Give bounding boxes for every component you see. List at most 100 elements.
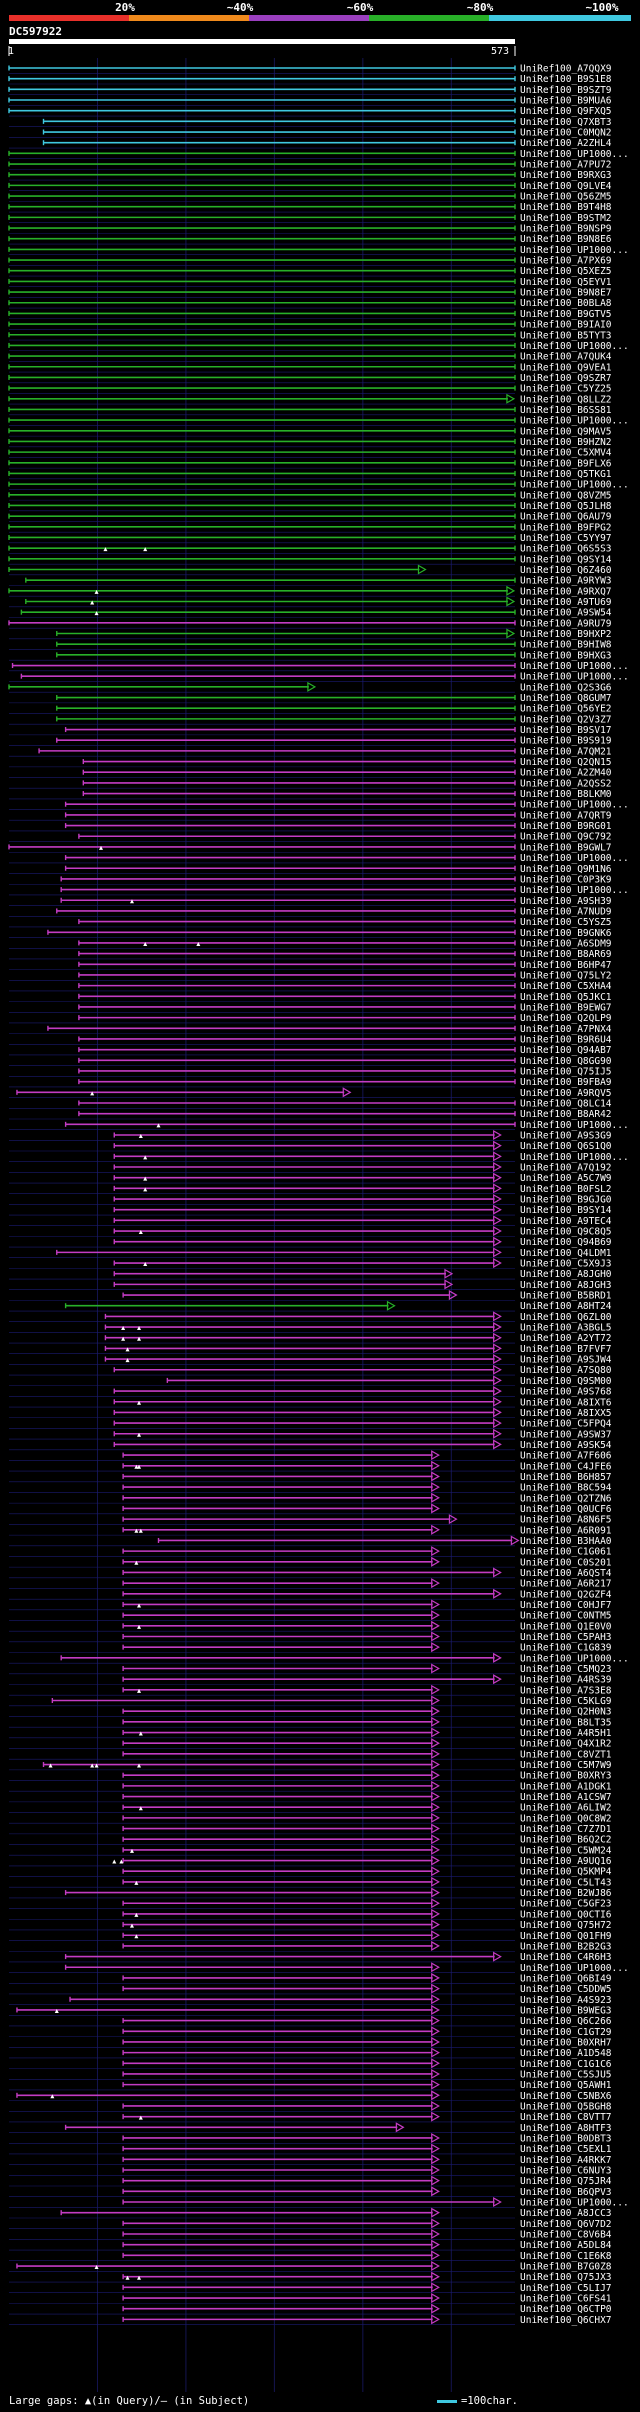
query-gap-marker [143, 1155, 148, 1160]
hit-label: UniRef100_UP1000... [520, 2198, 629, 2209]
footer: Large gaps: ▲(in Query)/— (in Subject) =… [0, 2392, 640, 2412]
hit-arrow [431, 2058, 440, 2069]
hit-label: UniRef100_Q7XBT3 [520, 117, 612, 128]
hit-label: UniRef100_B7G0Z8 [520, 2262, 612, 2273]
hit-arrow [493, 1407, 502, 1418]
hit-label: UniRef100_UP1000... [520, 1653, 629, 1664]
hit-arrow [431, 1994, 440, 2005]
hit-label: UniRef100_C1E6K8 [520, 2251, 612, 2262]
query-gap-marker [129, 1848, 134, 1853]
hit-arrow [493, 1140, 502, 1151]
hit-arrow [307, 681, 317, 692]
hit-arrow [431, 1919, 440, 1930]
hit-label: UniRef100_C6FS41 [520, 2294, 612, 2305]
hit-label: UniRef100_C8VTT7 [520, 2112, 612, 2123]
hit-label: UniRef100_C5YY97 [520, 533, 612, 544]
hit-arrow [431, 1898, 440, 1909]
query-gap-marker [99, 845, 103, 850]
hit-arrow [431, 1642, 440, 1653]
hit-label: UniRef100_A6LIW2 [520, 1803, 612, 1814]
hit-label: UniRef100_A8IXX5 [520, 1408, 612, 1419]
hit-label: UniRef100_B6HP47 [520, 960, 612, 971]
hit-label: UniRef100_C4JFE6 [520, 1461, 612, 1472]
hit-label: UniRef100_C5EXL1 [520, 2144, 612, 2155]
hit-arrow [431, 1578, 440, 1589]
hit-label: UniRef100_Q6S5S3 [520, 544, 612, 555]
hit-arrow [431, 1770, 440, 1781]
query-gap-marker [50, 2094, 55, 2099]
query-gap-marker [138, 1528, 143, 1533]
hit-arrow [431, 1684, 440, 1695]
hit-arrow [431, 1834, 440, 1845]
hit-label: UniRef100_A2QSS2 [520, 778, 612, 789]
hit-label: UniRef100_C5YSZ5 [520, 917, 612, 928]
hit-label: UniRef100_B9NSP9 [520, 224, 612, 235]
hit-label: UniRef100_C1G061 [520, 1547, 612, 1558]
hit-arrow [431, 1524, 440, 1535]
query-gap-marker [94, 1763, 99, 1768]
hit-label: UniRef100_UP1000... [520, 885, 629, 896]
alignment-chart: 1 573UniRef100_A7QQX9UniRef100_B9S1E8UniR… [8, 46, 629, 2392]
hit-arrow [431, 1972, 440, 1983]
hit-arrow [506, 628, 516, 639]
hit-label: UniRef100_UP1000... [520, 1120, 629, 1131]
hit-label: UniRef100_Q9C8Q5 [520, 1227, 612, 1238]
hit-label: UniRef100_B9S919 [520, 736, 612, 747]
hit-arrow [431, 2218, 440, 2229]
hit-label: UniRef100_A5DL84 [520, 2240, 612, 2251]
hit-label: UniRef100_C8V6B4 [520, 2230, 612, 2241]
hit-label: UniRef100_A7QM21 [520, 746, 612, 757]
hit-label: UniRef100_A7QRT9 [520, 810, 612, 821]
hit-label: UniRef100_B8C594 [520, 1483, 612, 1494]
hit-label: UniRef100_A7PNX4 [520, 1024, 612, 1035]
hit-arrow [431, 2026, 440, 2037]
hit-label: UniRef100_B5BRD1 [520, 1291, 612, 1302]
hit-arrow [506, 585, 516, 596]
query-gap-marker [156, 1123, 161, 1128]
hit-arrow [444, 1279, 454, 1290]
hit-label: UniRef100_C5LT43 [520, 1877, 612, 1888]
hit-arrow [431, 1855, 440, 1866]
hit-label: UniRef100_C5YZ25 [520, 384, 612, 395]
hit-label: UniRef100_A6QST4 [520, 1568, 612, 1579]
hit-arrow [493, 1567, 502, 1578]
hit-label: UniRef100_Q4X1R2 [520, 1739, 612, 1750]
hit-arrow [493, 1322, 502, 1333]
hit-label: UniRef100_Q5XEZ5 [520, 266, 612, 277]
hit-arrow [431, 2303, 440, 2314]
query-gap-marker [143, 1176, 148, 1181]
hit-label: UniRef100_A2ZHL4 [520, 138, 612, 149]
hit-arrow [431, 2282, 440, 2293]
hit-label: UniRef100_B0XRY3 [520, 1771, 612, 1782]
hit-arrow [431, 1482, 440, 1493]
hit-arrow [431, 1450, 440, 1461]
hit-label: UniRef100_A4RS39 [520, 1675, 612, 1686]
query-gap-marker [48, 1763, 53, 1768]
query-gap-marker [143, 1187, 148, 1192]
hit-arrow [431, 1759, 440, 1770]
gap-legend: Large gaps: ▲(in Query)/— (in Subject) [9, 2395, 250, 2407]
hit-arrow [431, 1962, 440, 1973]
hit-label: UniRef100_Q94B69 [520, 1237, 612, 1248]
hit-arrow [431, 1716, 440, 1727]
query-gap-marker [129, 899, 134, 904]
hit-arrow [431, 2207, 440, 2218]
hit-label: UniRef100_B9GNK6 [520, 928, 612, 939]
hit-label: UniRef100_Q0UCF6 [520, 1504, 612, 1515]
hit-arrow [506, 596, 516, 607]
hit-label: UniRef100_B9SY14 [520, 1205, 612, 1216]
hit-arrow [431, 1471, 440, 1482]
hit-label: UniRef100_B5TYT3 [520, 330, 612, 341]
hit-label: UniRef100_Q9MAV5 [520, 426, 612, 437]
hit-label: UniRef100_A2ZM40 [520, 768, 612, 779]
hit-label: UniRef100_UP1000... [520, 1963, 629, 1974]
hit-arrow [431, 2111, 440, 2122]
hit-arrow [493, 1172, 502, 1183]
hit-arrow [431, 1908, 440, 1919]
hit-label: UniRef100_B9HXG3 [520, 650, 612, 661]
hit-label: UniRef100_A7QUK4 [520, 352, 612, 363]
hit-label: UniRef100_Q6Z460 [520, 565, 612, 576]
scale-label-40: ~40% [226, 1, 254, 14]
scale-label-20: 20% [115, 1, 135, 14]
hit-arrow [493, 1418, 502, 1429]
